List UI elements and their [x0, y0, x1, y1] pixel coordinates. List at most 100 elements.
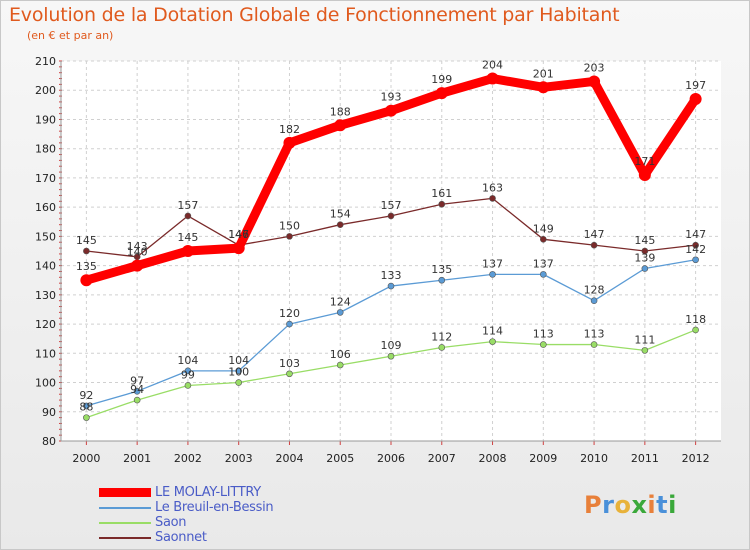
x-tick-label: 2002 [174, 452, 202, 465]
data-point [638, 169, 651, 181]
legend-item: Saonnet [99, 530, 273, 545]
x-tick-label: 2005 [326, 452, 354, 465]
data-label: 137 [482, 257, 503, 270]
data-point [387, 282, 395, 290]
x-tick-label: 2007 [428, 452, 456, 465]
x-tick-label: 2000 [72, 452, 100, 465]
data-point [235, 379, 242, 386]
legend-item: Saon [99, 515, 273, 530]
data-point [435, 87, 448, 100]
y-tick-label: 80 [42, 435, 56, 448]
data-point [489, 271, 496, 278]
y-tick-label: 160 [35, 201, 56, 214]
data-label: 147 [228, 228, 249, 241]
data-label: 163 [482, 181, 503, 194]
data-point [537, 81, 550, 94]
data-point [133, 396, 141, 404]
data-label: 114 [482, 325, 503, 338]
y-tick-label: 110 [35, 347, 56, 360]
data-point [83, 414, 90, 421]
data-point [540, 236, 547, 243]
data-point [590, 241, 598, 249]
data-point [184, 212, 192, 220]
data-label: 201 [533, 67, 554, 80]
data-label: 112 [431, 330, 452, 343]
data-point [235, 367, 242, 375]
data-point [387, 212, 395, 220]
data-point [336, 221, 344, 228]
data-point [489, 195, 496, 202]
x-tick-label: 2009 [529, 452, 557, 465]
x-tick-label: 2012 [682, 452, 710, 465]
legend-swatch [99, 506, 151, 509]
data-point [286, 233, 293, 240]
data-label: 149 [533, 222, 554, 235]
data-point [590, 297, 598, 304]
data-point [438, 344, 446, 351]
y-tick-label: 210 [35, 55, 56, 68]
data-label: 106 [330, 348, 351, 361]
data-point [286, 370, 293, 378]
data-label: 120 [279, 307, 300, 320]
x-tick-label: 2003 [225, 452, 253, 465]
y-tick-label: 190 [35, 113, 56, 126]
data-label: 145 [76, 234, 97, 247]
data-label: 124 [330, 295, 351, 308]
logo-letter: o [614, 491, 632, 519]
y-tick-label: 90 [42, 406, 56, 419]
logo-letter: i [647, 491, 657, 519]
data-label: 88 [79, 401, 93, 414]
chart-title: Evolution de la Dotation Globale de Fonc… [9, 4, 620, 26]
logo-letter: x [631, 491, 648, 519]
data-label: 128 [584, 284, 605, 297]
data-point [131, 259, 144, 272]
data-label: 146 [228, 228, 249, 241]
data-label: 113 [584, 328, 605, 341]
x-tick-label: 2010 [580, 452, 608, 465]
x-tick-label: 2008 [479, 452, 507, 465]
data-label: 157 [381, 199, 402, 212]
data-label: 199 [431, 73, 452, 86]
data-label: 147 [685, 228, 706, 241]
data-point [181, 245, 194, 257]
legend-label: Saonnet [155, 530, 207, 545]
data-label: 133 [381, 269, 402, 282]
data-point [590, 341, 598, 348]
data-point [83, 247, 90, 255]
data-point [336, 309, 344, 316]
data-point [540, 341, 547, 348]
data-label: 188 [330, 105, 351, 118]
data-label: 104 [177, 354, 198, 367]
y-tick-label: 120 [35, 318, 56, 331]
data-label: 157 [177, 199, 198, 212]
legend: LE MOLAY-LITTRY Le Breuil-en-Bessin Saon Sa… [99, 485, 274, 545]
y-tick-label: 200 [35, 84, 56, 97]
y-tick-label: 180 [35, 143, 56, 156]
legend-label: Le Breuil-en-Bessin [155, 500, 274, 515]
logo-letter: t [656, 491, 669, 519]
data-label: 193 [381, 91, 402, 104]
legend-swatch [99, 488, 151, 497]
data-label: 103 [279, 357, 300, 370]
data-label: 204 [482, 59, 503, 72]
data-point [486, 72, 499, 85]
data-label: 150 [279, 219, 300, 232]
y-tick-label: 130 [35, 289, 56, 302]
data-label: 182 [279, 123, 300, 136]
data-point [692, 241, 699, 249]
data-label: 142 [685, 243, 706, 256]
data-point [184, 382, 192, 389]
data-label: 161 [431, 187, 452, 200]
logo-letter: P [584, 491, 603, 519]
x-tick-label: 2001 [123, 452, 151, 465]
data-point [489, 338, 496, 345]
data-label: 99 [181, 368, 195, 381]
logo-letter: i [668, 491, 677, 519]
y-tick-label: 140 [35, 260, 56, 273]
data-label: 104 [228, 354, 249, 367]
x-tick-label: 2006 [377, 452, 405, 465]
x-tick-label: 2004 [275, 452, 303, 465]
data-point [540, 271, 547, 278]
